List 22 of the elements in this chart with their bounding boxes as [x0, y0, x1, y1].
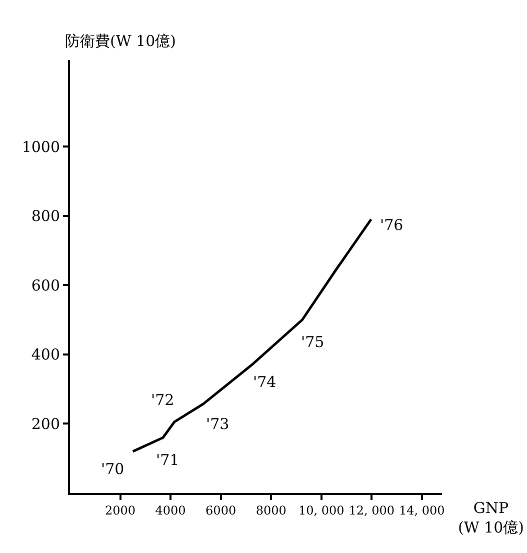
annotation: '70	[101, 460, 124, 478]
x-tick-label: 6000	[206, 503, 236, 518]
annotation: '72	[151, 391, 174, 409]
y-tick-label: 1000	[22, 138, 60, 156]
y-axis-title: 防衛費(W 10億)	[65, 32, 176, 50]
y-tick-label: 800	[31, 207, 60, 226]
x-tick-label: 8000	[256, 503, 286, 518]
annotation: '74	[253, 373, 276, 391]
y-tick-label: 200	[31, 414, 60, 433]
x-tick-label: 12, 000	[348, 503, 395, 518]
x-tick-label: 4000	[155, 503, 186, 518]
annotation: '75	[301, 333, 324, 351]
y-tick-label: 600	[31, 276, 60, 294]
x-axis-title: GNP (W 10億)	[458, 499, 524, 536]
y-tick-label: 400	[31, 346, 60, 364]
annotation: '73	[206, 415, 230, 433]
annotation: '76	[380, 216, 404, 234]
x-tick-label: 10, 000	[298, 503, 344, 518]
x-tick-label: 14, 000	[398, 503, 445, 518]
line-series	[132, 218, 372, 453]
x-tick-label: 2000	[104, 503, 136, 518]
annotation: '71	[156, 451, 180, 469]
